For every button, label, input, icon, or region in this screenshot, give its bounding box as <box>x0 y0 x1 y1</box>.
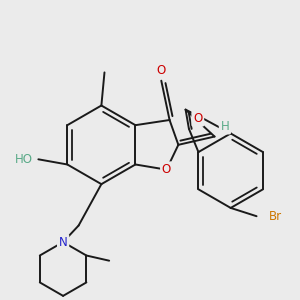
Text: O: O <box>162 163 171 176</box>
Text: HO: HO <box>15 153 33 166</box>
Text: N: N <box>59 236 68 249</box>
Text: O: O <box>157 64 166 77</box>
Text: H: H <box>220 120 229 133</box>
Text: O: O <box>193 112 203 125</box>
Text: Br: Br <box>269 210 282 223</box>
